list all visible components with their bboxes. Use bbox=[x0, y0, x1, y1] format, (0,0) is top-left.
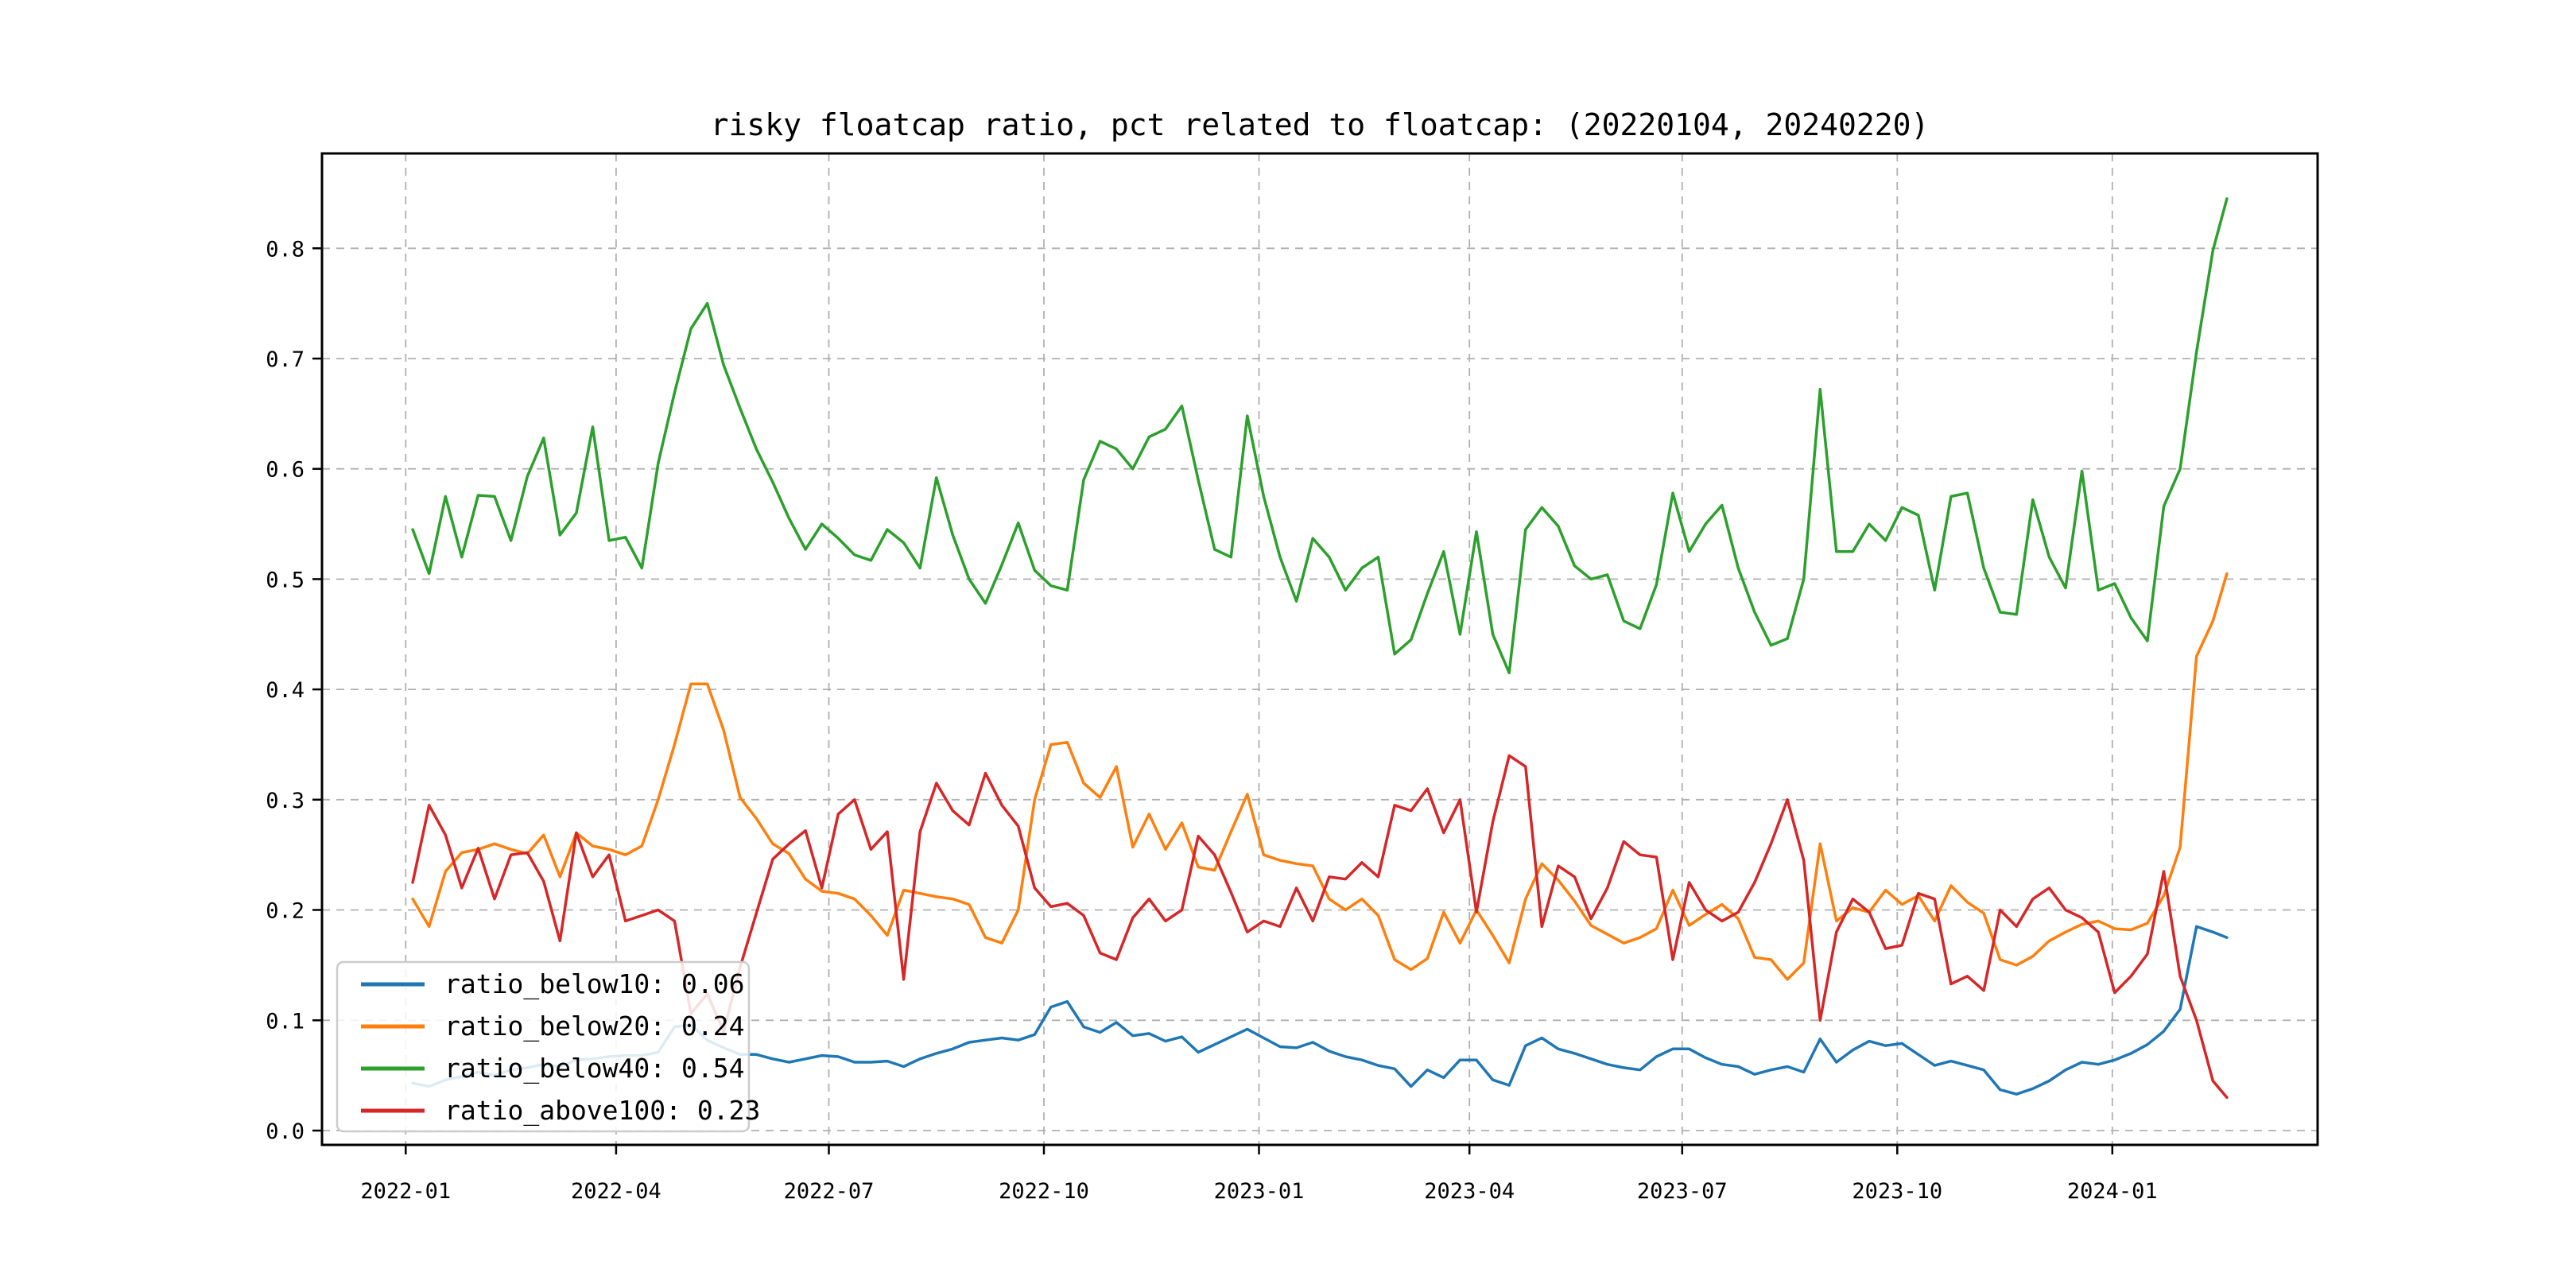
y-tick-label-0.3: 0.3 bbox=[266, 789, 305, 813]
chart-title: risky floatcap ratio, pct related to flo… bbox=[711, 107, 1930, 142]
x-tick-label-2023-01: 2023-01 bbox=[1214, 1179, 1305, 1204]
legend-label-ratio_above100: ratio_above100: 0.23 bbox=[444, 1095, 760, 1127]
series-line-ratio_below20 bbox=[411, 572, 2229, 981]
y-tick-label-0.8: 0.8 bbox=[266, 237, 305, 262]
x-axis: 2022-01 2022-04 2022-07 2022-10 2023-01 2023-… bbox=[360, 1145, 2158, 1204]
x-tick-label-2022-04: 2022-04 bbox=[571, 1179, 661, 1204]
y-axis: 0.0 0.1 0.2 0.3 0.4 0.5 0.6 0.7 0.8 bbox=[266, 237, 322, 1144]
y-tick-label-0.7: 0.7 bbox=[266, 347, 305, 372]
x-tick-label-2022-07: 2022-07 bbox=[784, 1179, 875, 1204]
legend: ratio_below10: 0.06 ratio_below20: 0.24 ra… bbox=[336, 960, 760, 1133]
x-tick-label-2023-10: 2023-10 bbox=[1852, 1179, 1942, 1204]
y-tick-label-0.0: 0.0 bbox=[266, 1119, 305, 1144]
y-tick-label-0.2: 0.2 bbox=[266, 899, 305, 924]
legend-box bbox=[336, 960, 751, 1133]
series-line-ratio_below40 bbox=[411, 197, 2229, 675]
legend-label-ratio_below10: ratio_below10: 0.06 bbox=[444, 968, 745, 1000]
x-tick-label-2022-01: 2022-01 bbox=[360, 1179, 451, 1204]
y-tick-label-0.6: 0.6 bbox=[266, 458, 305, 483]
legend-label-ratio_below40: ratio_below40: 0.54 bbox=[444, 1053, 745, 1084]
plot-area-border bbox=[320, 152, 2319, 1146]
y-tick-label-0.4: 0.4 bbox=[266, 678, 305, 703]
x-tick-label-2022-10: 2022-10 bbox=[999, 1179, 1089, 1204]
y-tick-label-0.5: 0.5 bbox=[266, 568, 305, 592]
legend-label-ratio_below20: ratio_below20: 0.24 bbox=[444, 1011, 745, 1042]
x-tick-label-2023-07: 2023-07 bbox=[1637, 1179, 1728, 1204]
y-tick-label-0.1: 0.1 bbox=[266, 1009, 305, 1034]
x-tick-label-2023-04: 2023-04 bbox=[1424, 1179, 1515, 1204]
x-tick-label-2024-01: 2024-01 bbox=[2067, 1179, 2158, 1204]
